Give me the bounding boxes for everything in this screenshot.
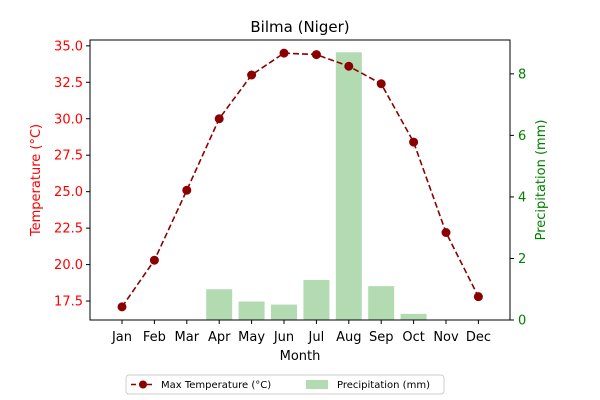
x-tick-label: Jun [273, 330, 294, 345]
precipitation-bar-may [238, 301, 265, 320]
x-tick-label: Apr [208, 330, 231, 345]
x-tick-label: Aug [336, 330, 361, 345]
precipitation-bar-sep [368, 286, 395, 320]
left-tick-label: 22.5 [54, 222, 83, 237]
x-tick-label: Jan [111, 330, 132, 345]
right-tick-label: 4 [518, 190, 526, 205]
x-tick-label: May [238, 330, 265, 345]
right-y-axis-label: Precipitation (mm) [534, 120, 549, 241]
temperature-line [117, 48, 483, 312]
legend: Max Temperature (°C) Precipitation (mm) [125, 374, 445, 395]
left-tick-label: 20.0 [54, 258, 83, 273]
x-tick-label: Sep [369, 330, 394, 345]
temperature-point-may [247, 70, 257, 80]
right-tick-label: 0 [518, 314, 526, 329]
legend-label-temperature: Max Temperature (°C) [161, 380, 271, 391]
legend-label-precipitation: Precipitation (mm) [337, 380, 430, 391]
plot-frame [89, 39, 511, 321]
x-axis-label: Month [280, 349, 321, 364]
left-y-axis-label: Temperature (°C) [29, 124, 44, 237]
temperature-point-jul [311, 50, 321, 60]
temperature-point-jun [279, 48, 289, 58]
temperature-point-feb [149, 255, 159, 265]
precipitation-bar-jul [303, 280, 330, 320]
temperature-point-apr [214, 114, 224, 124]
left-tick-label: 30.0 [54, 112, 83, 127]
x-tick-label: Jul [308, 330, 325, 345]
right-tick-label: 8 [518, 67, 526, 82]
precipitation-bar-apr [206, 289, 233, 320]
chart-title: Bilma (Niger) [250, 18, 349, 36]
left-tick-label: 27.5 [54, 149, 83, 164]
left-tick-label: 32.5 [54, 76, 83, 91]
legend-frame [125, 374, 445, 395]
temperature-point-aug [344, 61, 354, 71]
precipitation-bar-oct [400, 313, 427, 320]
temperature-point-mar [182, 185, 192, 195]
right-y-axis: 0 2 4 6 8 [510, 67, 526, 329]
legend-line-marker [139, 380, 147, 389]
x-axis: Jan Feb Mar Apr May Jun Jul Aug Sep Oct Nov Dec [111, 320, 491, 345]
x-tick-label: Mar [175, 330, 200, 345]
precipitation-bar-jun [271, 304, 297, 320]
right-tick-label: 6 [518, 129, 526, 144]
x-tick-label: Oct [402, 330, 424, 345]
x-tick-label: Feb [143, 330, 166, 345]
right-tick-label: 2 [518, 252, 526, 267]
left-tick-label: 17.5 [54, 295, 83, 310]
legend-bar-swatch [306, 380, 328, 389]
precipitation-bar-aug [335, 52, 362, 321]
temperature-point-dec [473, 292, 483, 302]
x-tick-label: Nov [433, 330, 459, 345]
temperature-point-oct [409, 137, 419, 147]
temperature-point-nov [441, 228, 451, 237]
temperature-line-path [121, 52, 480, 308]
precipitation-bars [206, 52, 427, 321]
temperature-point-sep [376, 79, 386, 89]
left-tick-label: 35.0 [54, 39, 83, 54]
left-y-axis: 17.5 20.0 22.5 25.0 27.5 30.0 32.5 35.0 [54, 39, 90, 310]
temperature-point-jan [117, 302, 127, 312]
x-tick-label: Dec [466, 330, 491, 345]
left-tick-label: 25.0 [54, 185, 83, 200]
